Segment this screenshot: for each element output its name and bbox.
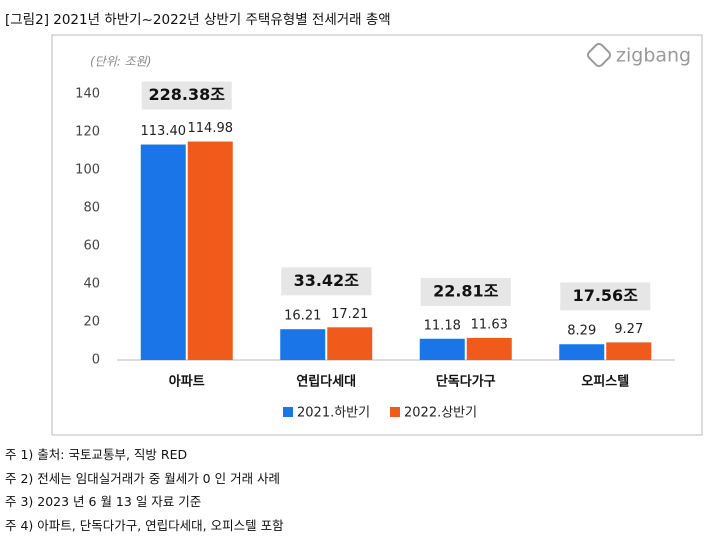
bar [327, 327, 373, 360]
value-label: 11.18 [424, 318, 461, 333]
logo-text: zigbang [616, 45, 691, 67]
legend-swatch [283, 407, 293, 417]
total-box [281, 267, 372, 296]
value-label: 11.63 [471, 317, 508, 332]
total-label: 22.81조 [433, 281, 499, 300]
bar [419, 338, 465, 360]
bar [280, 329, 326, 360]
y-tick-label: 80 [83, 201, 100, 216]
total-box [420, 277, 511, 306]
figure-title: [그림2] 2021년 하반기~2022년 상반기 주택유형별 전세거래 총액 [5, 12, 391, 28]
y-tick-label: 120 [75, 125, 100, 140]
footnote: 주 1) 출처: 국토교통부, 직방 RED [5, 447, 188, 462]
y-tick-label: 40 [83, 277, 100, 292]
value-label: 8.29 [567, 324, 596, 339]
logo-icon [586, 42, 612, 68]
chart-frame [51, 34, 703, 436]
bar [559, 344, 605, 360]
footnote: 주 3) 2023 년 6 월 13 일 자료 기준 [5, 494, 202, 509]
x-tick-label: 오피스텔 [581, 375, 629, 390]
value-label: 16.21 [284, 309, 321, 324]
y-tick-label: 0 [92, 353, 100, 368]
total-label: 228.38조 [149, 85, 226, 104]
unit-label: (단위: 조원) [90, 55, 151, 69]
y-tick-label: 20 [83, 315, 100, 330]
x-tick-label: 단독다가구 [436, 374, 496, 390]
y-tick-label: 60 [83, 239, 100, 254]
y-tick-label: 100 [75, 163, 100, 178]
bar [466, 337, 512, 360]
total-label: 17.56조 [573, 286, 639, 305]
chart: (단위: 조원) zigbang 0 20 40 60 80 100 120 140 아파트 11… [51, 34, 703, 436]
footnote: 주 2) 전세는 임대실거래가 중 월세가 0 인 거래 사례 [5, 470, 281, 486]
bar [187, 141, 233, 360]
legend-label: 2022.상반기 [404, 406, 477, 421]
value-label: 114.98 [188, 121, 234, 136]
x-tick-label: 아파트 [169, 374, 205, 390]
value-label: 9.27 [614, 322, 643, 337]
value-label: 113.40 [141, 124, 187, 139]
total-label: 33.42조 [294, 271, 360, 290]
total-box [560, 282, 651, 311]
footnote: 주 4) 아파트, 단독다가구, 연립다세대, 오피스텔 포함 [5, 517, 284, 533]
value-label: 17.21 [331, 307, 368, 322]
total-box [141, 81, 232, 110]
bar [140, 144, 186, 360]
bar [606, 342, 652, 360]
x-tick-label: 연립다세대 [296, 374, 356, 390]
legend-label: 2021.하반기 [297, 406, 370, 421]
y-tick-label: 140 [75, 87, 100, 102]
legend-swatch [390, 407, 400, 417]
